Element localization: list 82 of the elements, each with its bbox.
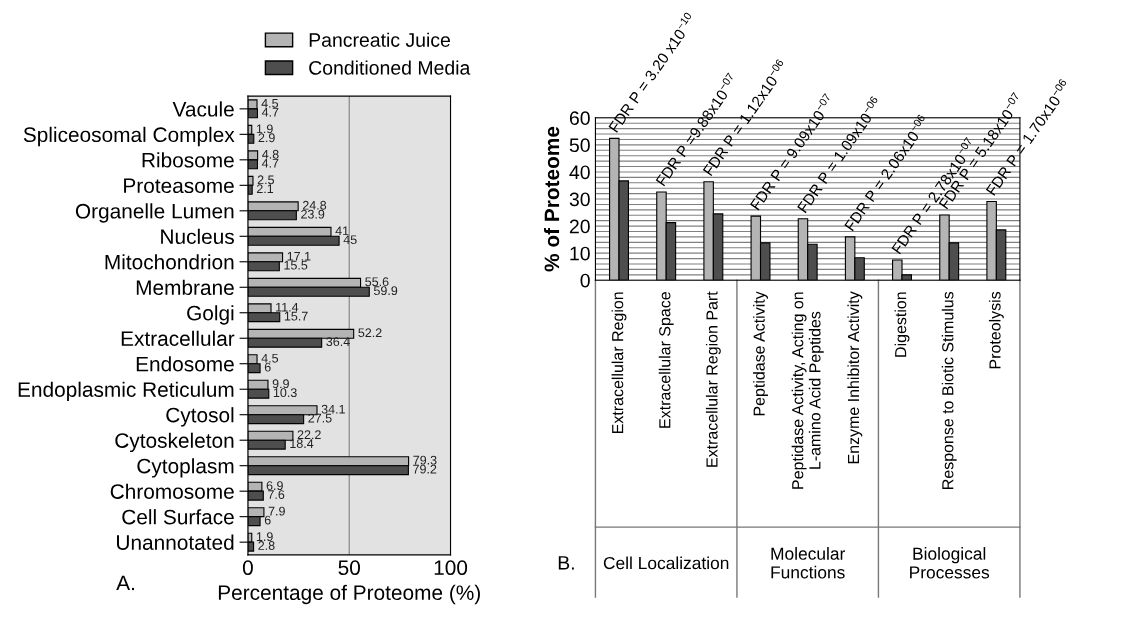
x-tick-label: Enzyme Inhibitor Activity xyxy=(847,291,863,464)
y-tick-label: Cytoplasm xyxy=(137,458,234,478)
y-axis-title: % of Proteome xyxy=(543,126,560,272)
x-tick-label: Extracellular Region Part xyxy=(705,291,721,467)
x-tick-label: 100 xyxy=(434,560,468,576)
y-tick-label: Proteasome xyxy=(124,178,234,194)
x-tick-label: Peptidase Activity xyxy=(753,291,768,416)
y-tick-label: Ribosome xyxy=(142,152,234,168)
data-label: 2.1 xyxy=(256,184,274,193)
data-label: 7.6 xyxy=(268,490,285,499)
y-tick-label: Mitochondrion xyxy=(105,254,234,270)
data-label: 17.1 xyxy=(287,251,311,261)
legend-label: Pancreatic Juice xyxy=(309,32,450,47)
x-tick-label: Response to Biotic Stimulus xyxy=(941,291,957,489)
y-tick-label: 0 xyxy=(580,273,590,288)
y-tick-label: Cell Surface xyxy=(122,509,234,525)
y-tick-label: Endosome xyxy=(136,356,234,372)
data-label: 9.9 xyxy=(272,379,289,389)
x-tick-label: Extracellular Space xyxy=(658,292,674,428)
x-tick-label: Digestion xyxy=(894,292,910,357)
y-tick-label: Spliceosomal Complex xyxy=(23,126,235,147)
x-tick-label: Extracellular Region xyxy=(611,292,627,433)
text: Biological Processes xyxy=(910,547,990,579)
x-tick-label: Proteolysis xyxy=(988,291,1004,369)
y-tick-label: Membrane xyxy=(136,279,234,296)
data-label: 15.5 xyxy=(284,260,308,270)
y-tick-label: Organelle Lumen xyxy=(75,203,234,223)
y-tick-label: Chromosome xyxy=(110,483,234,499)
y-tick-label: Golgi xyxy=(187,305,234,325)
data-label: 52.2 xyxy=(358,328,382,338)
data-label: 41 xyxy=(335,226,349,236)
x-tick-label: 0 xyxy=(242,560,253,576)
data-label: 79.2 xyxy=(413,464,437,474)
data-label: 23.9 xyxy=(301,209,325,219)
data-label: 59.9 xyxy=(373,286,398,296)
data-label: 4.5 xyxy=(261,99,279,108)
data-label: 79.3 xyxy=(413,455,437,465)
data-label: 4.7 xyxy=(261,107,279,117)
data-label: 6 xyxy=(264,362,271,372)
data-label: 18.4 xyxy=(290,439,314,449)
data-label: 55.6 xyxy=(365,277,389,287)
data-label: 22.2 xyxy=(297,430,321,439)
data-label: 10.3 xyxy=(273,388,297,398)
data-label: 4.5 xyxy=(261,353,279,363)
data-label: 24.8 xyxy=(302,200,327,210)
y-tick-label: 40 xyxy=(569,165,590,180)
data-label: 34.1 xyxy=(321,404,345,414)
y-tick-label: Nucleus xyxy=(161,228,234,245)
data-label: 4.7 xyxy=(261,158,279,168)
data-label: 6.9 xyxy=(266,481,283,491)
data-label: 2.8 xyxy=(258,541,275,550)
data-label: 7.9 xyxy=(268,506,285,516)
text: A. xyxy=(116,575,134,591)
data-label: 1.9 xyxy=(256,124,273,134)
y-tick-label: 30 xyxy=(569,192,590,207)
data-label: 15.7 xyxy=(284,311,308,321)
data-label: 6 xyxy=(264,515,271,525)
x-tick-label: 50 xyxy=(338,560,360,576)
y-tick-label: Cytosol xyxy=(166,407,234,427)
data-label: 36.4 xyxy=(326,337,350,347)
data-label: 45 xyxy=(343,235,357,245)
y-tick-label: Cytoskeleton xyxy=(115,432,234,453)
text: Cell Localization xyxy=(603,556,729,570)
y-tick-label: Extracellular xyxy=(121,330,235,346)
y-tick-label: 10 xyxy=(570,246,590,261)
data-label: 4.8 xyxy=(262,149,279,159)
y-tick-label: 20 xyxy=(569,219,590,234)
data-label: 2.5 xyxy=(257,175,274,185)
legend-label: Conditioned Media xyxy=(309,60,471,75)
y-tick-label: 50 xyxy=(569,138,590,153)
data-label: 11.4 xyxy=(276,302,299,312)
data-label: 1.9 xyxy=(256,532,273,542)
data-label: 27.5 xyxy=(308,413,332,423)
y-tick-label: Unannotated xyxy=(117,534,234,550)
x-axis-title: Percentage of Proteome (%) xyxy=(218,584,480,605)
y-tick-label: 60 xyxy=(569,111,590,126)
y-tick-label: Endoplasmic Reticulum xyxy=(18,381,234,402)
text: B. xyxy=(558,556,574,570)
x-tick-label: Peptidase Activity, Acting on L-amino Acid Peptides xyxy=(791,292,824,489)
y-tick-label: Vacule xyxy=(172,101,234,117)
text: Molecular Functions xyxy=(771,547,846,579)
data-label: 2.9 xyxy=(258,133,275,143)
